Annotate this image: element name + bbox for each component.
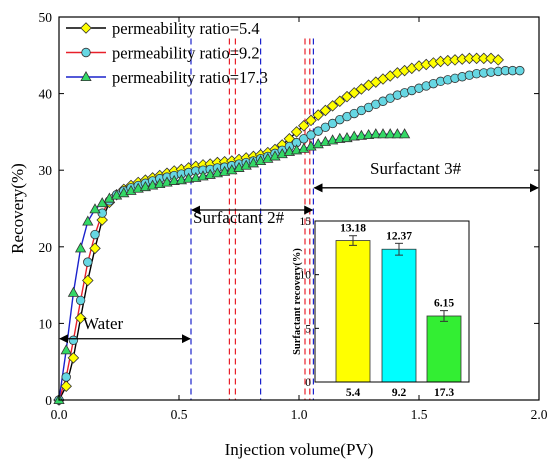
data-point [327, 118, 338, 129]
data-point [89, 203, 101, 214]
legend-label: permeability ratio=17.3 [112, 68, 268, 87]
data-point [377, 128, 389, 139]
bar-category-label: 17.3 [434, 387, 454, 399]
data-point [60, 344, 72, 355]
data-point [355, 129, 368, 140]
data-point [168, 174, 180, 185]
bar [426, 315, 462, 383]
data-point [74, 312, 87, 324]
inset-frame [314, 220, 470, 383]
data-point [313, 126, 323, 136]
annotation-label: Water [83, 314, 123, 333]
bar-value-label: 6.15 [434, 298, 454, 310]
data-point [89, 242, 101, 255]
bar-value-label: 13.18 [340, 223, 366, 235]
x-tick-label: 0.0 [51, 407, 68, 422]
data-point [61, 372, 71, 382]
data-point [355, 83, 368, 95]
data-point [298, 120, 310, 132]
data-point [96, 214, 108, 226]
y-tick-label: 0 [45, 393, 52, 408]
annotation-label: Surfactant 2# [193, 208, 285, 227]
data-point [82, 274, 94, 287]
data-point [341, 90, 353, 103]
data-point [80, 70, 92, 82]
data-point [485, 52, 497, 65]
data-point [515, 65, 525, 76]
bar [381, 248, 417, 383]
data-point [182, 172, 195, 183]
legend-label: permeability ratio=9.2 [112, 44, 260, 63]
y-tick-label: 30 [39, 163, 53, 178]
x-tick-label: 0.5 [171, 407, 188, 422]
data-point [103, 192, 116, 203]
series-markers-3 [53, 128, 411, 405]
data-point [492, 54, 504, 66]
data-point [384, 128, 396, 139]
bar-value-label: 12.37 [386, 230, 412, 242]
data-point [334, 132, 346, 143]
data-point [67, 286, 80, 297]
data-point [82, 215, 94, 226]
data-point [320, 122, 331, 133]
data-point [81, 47, 91, 58]
bar [335, 240, 371, 383]
data-point [68, 335, 79, 345]
legend-label: permeability ratio=5.4 [112, 19, 260, 38]
inset-y-tick-label: 10 [300, 270, 312, 282]
inset-y-tick-label: 15 [300, 216, 312, 228]
data-point [83, 257, 93, 267]
data-point [312, 109, 324, 121]
data-point [398, 128, 411, 139]
y-tick-label: 40 [39, 87, 53, 102]
data-point [67, 352, 80, 364]
data-point [290, 126, 303, 138]
legend: permeability ratio=5.4 permeability ratio… [66, 19, 268, 87]
series-markers-1 [53, 52, 504, 406]
data-point [334, 95, 346, 108]
x-tick-label: 1.5 [411, 407, 428, 422]
inset-y-tick-label: 0 [305, 377, 311, 389]
y-tick-label: 20 [39, 240, 53, 255]
bar-category-label: 5.4 [346, 387, 361, 399]
inset-y-axis-label: Surfactant recovery(%) [292, 248, 303, 355]
data-point [370, 128, 382, 139]
data-point [60, 380, 72, 392]
y-axis-label: Recovery(%) [8, 163, 27, 254]
data-point [362, 128, 375, 140]
inset-y-tick-label: 5 [305, 323, 311, 335]
x-axis-label: Injection volume(PV) [225, 440, 374, 459]
y-tick-label: 10 [39, 316, 53, 331]
data-point [75, 295, 86, 306]
x-tick-label: 1.0 [291, 407, 308, 422]
data-point [348, 130, 360, 141]
data-point [326, 100, 339, 112]
bar-category-label: 9.2 [392, 387, 407, 399]
data-point [319, 104, 332, 117]
y-tick-label: 50 [39, 10, 53, 25]
data-point [90, 229, 100, 240]
data-point [391, 128, 404, 139]
annotation-label: Surfactant 3# [370, 159, 462, 178]
x-tick-label: 2.0 [531, 407, 548, 422]
data-point [348, 87, 360, 99]
data-point [305, 114, 317, 127]
data-point [74, 242, 87, 253]
data-point [306, 130, 316, 140]
data-point [80, 22, 92, 34]
